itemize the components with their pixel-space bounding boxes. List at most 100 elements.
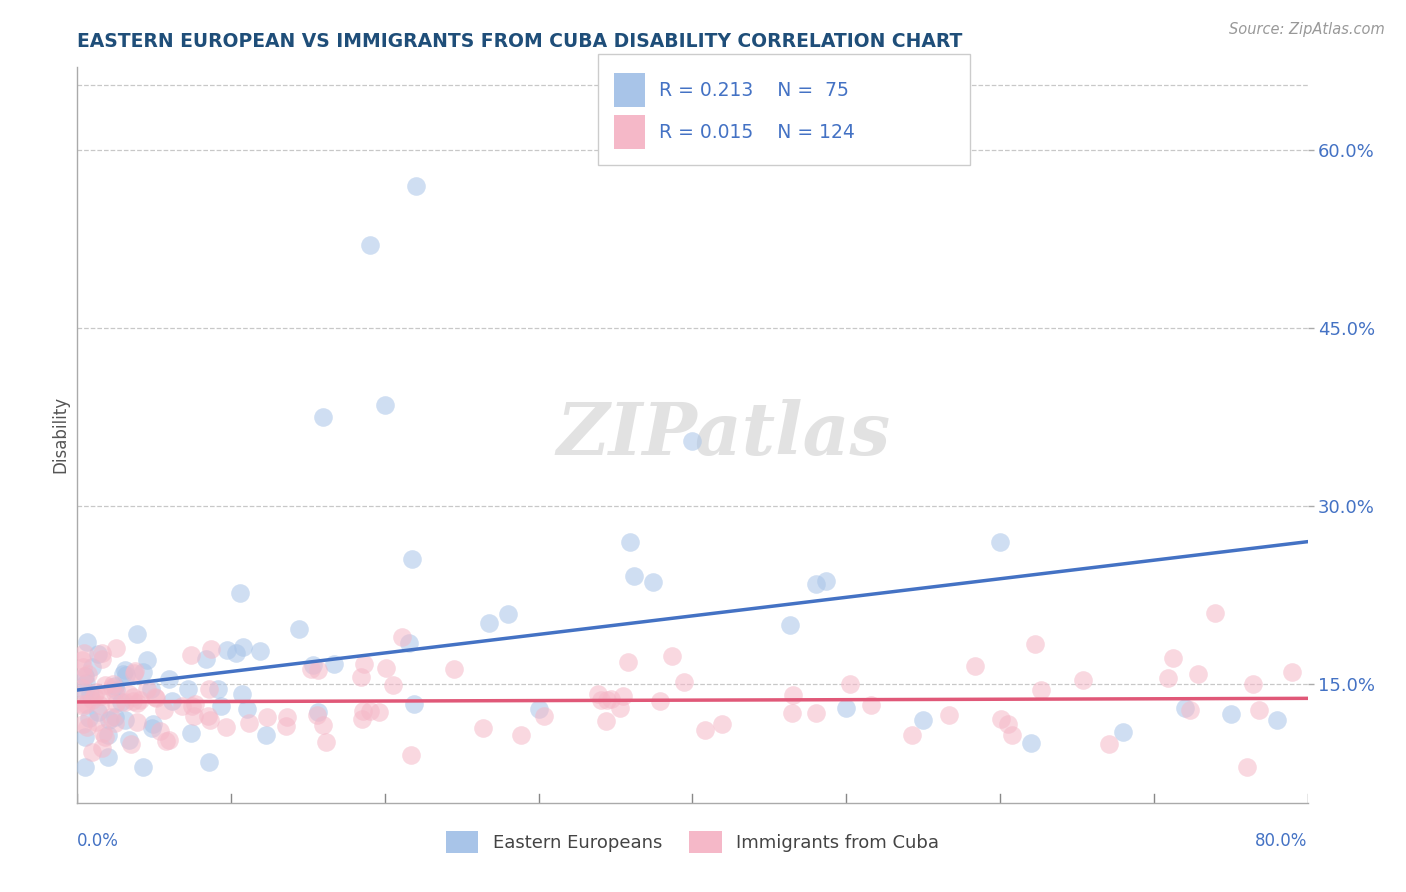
Point [114,713,136,727]
Point [780,706,803,721]
Point [307,705,329,719]
Point [184,697,207,711]
Point [616,655,638,669]
Point [533,709,555,723]
Point [198,714,221,728]
Point [596,693,619,707]
Point [835,701,858,715]
Point [586,687,609,701]
Point [105,696,128,710]
Text: R = 0.015    N = 124: R = 0.015 N = 124 [659,122,855,142]
Point [307,663,329,677]
Point [118,687,141,701]
Point [374,398,396,412]
Point [198,756,221,770]
Point [901,728,924,742]
Point [217,643,239,657]
Point [1019,736,1042,750]
Point [315,734,337,748]
Point [595,714,617,729]
Point [101,677,124,691]
Point [990,712,1012,726]
Point [609,701,631,715]
Point [779,618,801,632]
Point [183,709,205,723]
Point [860,698,883,713]
Point [225,646,247,660]
Point [83,690,105,704]
Point [103,679,125,693]
Point [207,682,229,697]
Point [75,730,97,744]
Point [142,717,165,731]
Point [1071,673,1094,688]
Point [103,710,125,724]
Point [120,737,142,751]
Point [135,681,157,696]
Point [76,635,98,649]
Point [132,665,155,679]
Point [1247,703,1270,717]
Point [231,687,253,701]
Point [90,646,112,660]
Point [312,717,335,731]
Point [1241,677,1264,691]
Point [1161,651,1184,665]
Point [401,552,423,566]
Point [988,534,1011,549]
Point [143,690,166,705]
Point [401,747,423,762]
Point [322,657,344,671]
Point [127,696,149,710]
Point [710,717,733,731]
Point [70,681,93,695]
Point [72,660,94,674]
Point [815,574,838,588]
Point [353,657,375,672]
Point [804,706,827,720]
Point [104,716,127,731]
Point [276,710,298,724]
Point [72,716,94,731]
Point [159,732,181,747]
Point [359,238,381,252]
Point [1000,728,1022,742]
Point [215,720,238,734]
Point [80,692,103,706]
Point [619,534,641,549]
Point [209,698,232,713]
Point [100,709,122,723]
Point [198,681,221,696]
Point [70,697,93,711]
Point [110,695,132,709]
Point [510,728,533,742]
Point [101,680,124,694]
Point [368,705,391,719]
Point [94,678,117,692]
Point [496,607,519,621]
Point [1029,683,1052,698]
Point [232,640,254,654]
Point [254,728,277,742]
Legend: Eastern Europeans, Immigrants from Cuba: Eastern Europeans, Immigrants from Cuba [439,823,946,860]
Point [77,711,100,725]
Text: Source: ZipAtlas.com: Source: ZipAtlas.com [1229,22,1385,37]
Point [912,713,935,727]
Point [1219,706,1241,721]
Point [180,648,202,663]
Point [75,698,97,712]
Point [172,699,194,714]
Point [249,644,271,658]
Point [236,702,259,716]
Point [149,724,172,739]
Point [157,672,180,686]
Point [105,683,128,698]
Point [73,760,96,774]
Point [73,668,96,682]
Point [352,704,374,718]
Point [1157,671,1180,685]
Point [111,667,134,681]
Point [276,719,298,733]
Point [200,642,222,657]
Point [90,689,112,703]
